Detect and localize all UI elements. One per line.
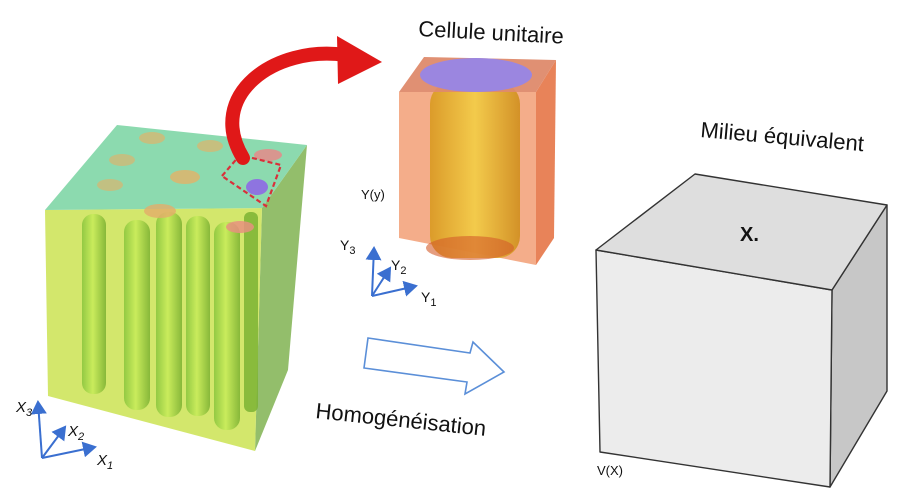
fiber	[244, 212, 258, 412]
equivalent-point-label: X.	[740, 224, 759, 246]
equivalent-top-face	[595, 173, 888, 291]
equivalent-title: Milieu équivalent	[700, 117, 865, 156]
fiber	[124, 220, 150, 410]
homogenization-label: Homogénéisation	[314, 398, 487, 441]
homogenization-arrow	[363, 337, 506, 396]
local-axes: Y1 Y2 Y3	[340, 237, 436, 309]
fiber-end	[97, 179, 123, 191]
fiber-end	[246, 179, 268, 195]
y2-axis	[371, 266, 392, 297]
equivalent-volume-label: V(X)	[597, 463, 623, 478]
zoom-arrow-shaft	[225, 46, 352, 165]
unit-cell-fiber-bottom	[426, 236, 514, 260]
homogenization-arrow-shape	[363, 337, 506, 396]
unit-cell-fiber-top	[420, 58, 532, 92]
unit-cell-side-face	[536, 60, 556, 265]
global-axes: X1 X2 X3	[15, 399, 113, 472]
unit-cell-volume-label: Y(y)	[361, 187, 385, 202]
fiber	[156, 212, 182, 417]
equivalent-front-face	[595, 249, 833, 488]
fiber-end	[144, 204, 176, 218]
fiber-end	[254, 149, 282, 161]
fiber-end	[170, 170, 200, 184]
y3-label: Y3	[340, 237, 355, 257]
y1-axis	[371, 280, 418, 297]
unit-cell-title: Cellule unitaire	[418, 16, 565, 49]
unit-cell-selection-box	[220, 153, 283, 208]
y3-axis	[365, 246, 382, 297]
fiber	[186, 216, 210, 416]
zoom-arrow-head	[337, 36, 382, 84]
x3-label: X3	[15, 399, 33, 419]
x3-axis	[30, 400, 47, 459]
fiber-ends	[97, 132, 282, 233]
composite-top-face	[45, 125, 307, 210]
y1-label: Y1	[421, 289, 436, 309]
composite-block	[45, 125, 307, 451]
x1-axis	[41, 441, 97, 459]
fiber-end	[197, 140, 223, 152]
y2-label: Y2	[391, 257, 406, 277]
fiber-bundle	[82, 212, 258, 430]
x2-label: X2	[67, 423, 84, 443]
unit-cell	[399, 57, 556, 265]
equivalent-cube	[595, 173, 888, 488]
fiber-end	[139, 132, 165, 144]
fiber	[82, 214, 106, 394]
fiber-end	[109, 154, 135, 166]
composite-side-face	[255, 145, 307, 451]
fiber-end	[226, 221, 254, 233]
unit-cell-fiber	[430, 82, 520, 258]
x2-axis	[41, 425, 67, 459]
fiber	[214, 222, 240, 430]
zoom-arrow	[225, 36, 382, 165]
x1-label: X1	[96, 452, 113, 472]
